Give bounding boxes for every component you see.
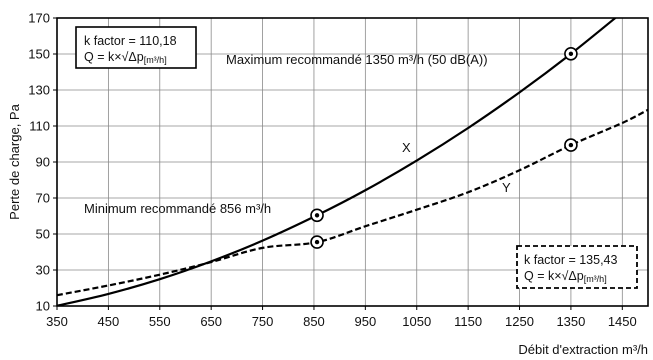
x-tick-label: 1450 xyxy=(608,314,637,329)
x-tick-label: 450 xyxy=(98,314,120,329)
min-recommended-label: Minimum recommandé 856 m³/h xyxy=(84,201,271,216)
k-factor-dashed-formula-sub: [m³/h] xyxy=(584,274,607,284)
marker-layer xyxy=(310,47,578,249)
k-factor-dashed-formula: Q = k×√Δp[m³/h] xyxy=(524,269,607,284)
k-factor-solid-formula: Q = k×√Δp[m³/h] xyxy=(84,50,167,65)
k-factor-dashed-formula-main: Q = k×√Δp xyxy=(524,269,584,283)
y-tick-label: 70 xyxy=(36,191,50,206)
marker-dot-y xyxy=(314,239,320,245)
y-axis-label: Perte de charge, Pa xyxy=(7,103,22,219)
x-tick-label: 550 xyxy=(149,314,171,329)
y-tick-labels: 10 30 50 70 90 110 130 150 170 xyxy=(28,11,57,314)
x-tick-label: 1150 xyxy=(454,314,482,329)
series-x-label: X xyxy=(402,140,411,155)
y-tick-label: 90 xyxy=(36,155,50,170)
max-recommended-label: Maximum recommandé 1350 m³/h (50 dB(A)) xyxy=(226,52,488,67)
k-factor-dashed-value: k factor = 135,43 xyxy=(524,253,618,267)
x-tick-label: 1050 xyxy=(402,314,431,329)
k-factor-solid-formula-sub: [m³/h] xyxy=(144,55,167,65)
k-factor-box-solid-frame xyxy=(75,26,197,69)
y-tick-label: 130 xyxy=(28,83,50,98)
x-axis-label: Débit d'extraction m³/h xyxy=(518,342,648,357)
k-factor-solid-value: k factor = 110,18 xyxy=(84,34,177,48)
k-factor-box-dashed: k factor = 135,43 Q = k×√Δp[m³/h] xyxy=(516,245,638,289)
marker-dot-x xyxy=(568,51,574,57)
x-tick-label: 650 xyxy=(200,314,222,329)
y-tick-label: 30 xyxy=(36,263,50,278)
x-tick-label: 350 xyxy=(46,314,68,329)
x-tick-labels: 350 450 550 650 750 850 950 1050 1150 1250 1350 145… xyxy=(46,306,637,329)
x-tick-label: 1250 xyxy=(505,314,534,329)
series-line-y xyxy=(57,108,648,297)
y-tick-label: 150 xyxy=(28,47,50,62)
x-tick-label: 1350 xyxy=(556,314,585,329)
k-factor-box-dashed-frame xyxy=(516,245,638,289)
x-tick-label: 950 xyxy=(354,314,376,329)
y-tick-label: 170 xyxy=(28,11,50,26)
y-tick-label: 110 xyxy=(29,119,50,134)
series-line-x xyxy=(57,18,617,306)
x-tick-label: 750 xyxy=(252,314,274,329)
marker-dot-x xyxy=(314,213,320,218)
marker-dot-y xyxy=(568,142,574,148)
y-tick-label: 50 xyxy=(36,227,50,242)
y-tick-label: 10 xyxy=(36,299,50,314)
x-tick-label: 850 xyxy=(303,314,325,329)
k-factor-solid-formula-main: Q = k×√Δp xyxy=(84,50,144,64)
series-layer xyxy=(57,18,648,306)
series-y-label: Y xyxy=(502,180,511,195)
k-factor-box-solid: k factor = 110,18 Q = k×√Δp[m³/h] xyxy=(75,26,197,69)
